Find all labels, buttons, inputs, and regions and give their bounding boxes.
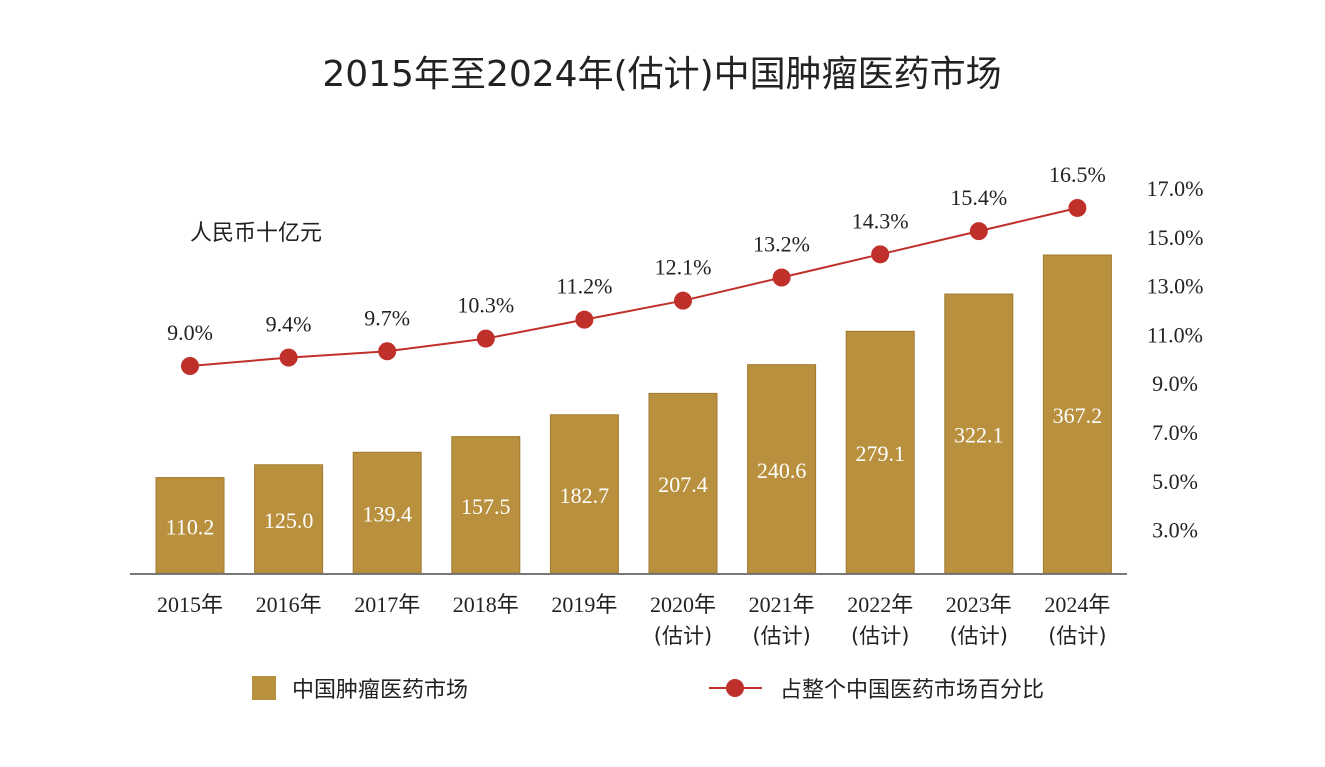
- line-point: [772, 268, 791, 287]
- x-tick-label: 2020年: [650, 592, 716, 617]
- x-tick-label: 2024年: [1044, 592, 1110, 617]
- line-value-label: 12.1%: [655, 255, 712, 280]
- x-tick-label: 2023年: [946, 592, 1012, 617]
- bar: [155, 477, 225, 574]
- line-point: [476, 329, 495, 348]
- bar-value-label: 139.4: [362, 502, 412, 527]
- bar-value-label: 182.7: [560, 483, 610, 508]
- line-point: [969, 222, 988, 241]
- x-tick-note: (估计): [851, 624, 909, 648]
- bar: [845, 330, 915, 574]
- line-point: [674, 291, 692, 310]
- x-tick-note: (估计): [752, 624, 810, 648]
- line-value-label: 15.4%: [950, 185, 1007, 210]
- bar: [451, 436, 521, 574]
- right-axis-tick-label: 5.0%: [1152, 469, 1198, 494]
- bar: [549, 414, 619, 574]
- bar: [254, 464, 324, 574]
- line-value-label: 11.2%: [556, 274, 612, 299]
- legend-line-marker: [726, 679, 744, 697]
- percent-line: [189, 207, 1078, 367]
- bar-value-label: 240.6: [757, 458, 807, 483]
- x-tick-note: (估计): [950, 624, 1008, 648]
- x-tick-label: 2021年: [749, 592, 815, 617]
- bar-value-label: 157.5: [461, 494, 511, 519]
- line-point: [279, 348, 298, 367]
- bar-value-label: 125.0: [264, 508, 314, 533]
- line-point: [378, 342, 397, 361]
- bar-value-label: 322.1: [954, 423, 1004, 448]
- right-axis-tick-label: 17.0%: [1147, 176, 1204, 201]
- line-value-label: 9.0%: [167, 320, 213, 345]
- x-tick-label: 2016年: [256, 592, 322, 617]
- line-point: [181, 357, 199, 375]
- unit-label: 人民币十亿元: [190, 221, 322, 246]
- legend-bar-swatch: [252, 676, 276, 700]
- right-axis-tick-label: 3.0%: [1152, 518, 1198, 543]
- x-tick-note: (估计): [1048, 624, 1106, 648]
- x-tick-note: (估计): [654, 624, 712, 648]
- line-value-label: 9.7%: [364, 305, 410, 330]
- line-point: [575, 310, 594, 329]
- line-value-label: 9.4%: [266, 312, 312, 337]
- line-point: [871, 245, 890, 264]
- right-axis-tick-label: 13.0%: [1147, 274, 1204, 299]
- x-tick-label: 2018年: [453, 592, 519, 617]
- x-tick-label: 2022年: [847, 592, 913, 617]
- bar-value-label: 110.2: [166, 514, 215, 539]
- right-axis-tick-label: 7.0%: [1152, 420, 1198, 445]
- x-tick-label: 2019年: [551, 592, 617, 617]
- line-value-label: 16.5%: [1049, 162, 1106, 187]
- bar-value-label: 279.1: [855, 441, 905, 466]
- right-axis-tick-label: 9.0%: [1152, 371, 1198, 396]
- line-value-label: 10.3%: [457, 293, 514, 318]
- line-point: [1068, 198, 1087, 217]
- x-tick-label: 2017年: [354, 592, 420, 617]
- line-value-label: 13.2%: [753, 232, 810, 257]
- line-value-label: 14.3%: [852, 208, 909, 233]
- chart-title: 2015年至2024年(估计)中国肿瘤医药市场: [322, 54, 1001, 95]
- right-axis-tick-label: 15.0%: [1147, 225, 1204, 250]
- legend: 中国肿瘤医药市场 占整个中国医药市场百分比: [252, 676, 1044, 703]
- legend-line-label: 占整个中国医药市场百分比: [780, 678, 1044, 703]
- bar: [352, 451, 422, 574]
- bar: [648, 392, 718, 574]
- bar-value-label: 207.4: [658, 472, 708, 497]
- legend-bar-label: 中国肿瘤医药市场: [292, 678, 468, 703]
- bar-value-label: 367.2: [1053, 403, 1103, 428]
- x-tick-label: 2015年: [157, 592, 223, 617]
- right-axis-tick-label: 11.0%: [1147, 322, 1203, 347]
- bar: [1042, 254, 1112, 574]
